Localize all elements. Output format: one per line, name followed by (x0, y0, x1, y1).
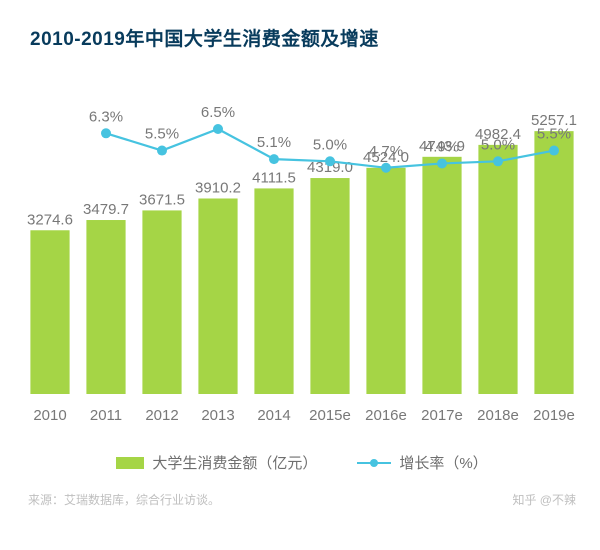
chart-area: 3274.6 2010 3479.7 2011 3671.5 2012 3910.2 2013… (10, 59, 594, 444)
line-value-label: 4.9% (425, 138, 459, 155)
legend: 大学生消费金额（亿元） 增长率（%） (10, 452, 594, 473)
bar (86, 220, 125, 394)
bar (534, 131, 573, 394)
line-value-label: 4.7% (369, 143, 403, 160)
x-axis-label: 2017e (421, 407, 463, 424)
bar-value-label: 3274.6 (27, 211, 73, 228)
line-value-label: 5.0% (313, 136, 347, 153)
x-axis-label: 2012 (145, 407, 178, 424)
x-axis-label: 2015e (309, 407, 351, 424)
bar (254, 188, 293, 394)
x-axis-label: 2014 (257, 407, 290, 424)
x-axis-label: 2019e (533, 407, 575, 424)
bar (366, 168, 405, 394)
line-marker (213, 124, 223, 134)
line-value-label: 5.5% (145, 126, 179, 143)
bar (422, 157, 461, 394)
line-marker (325, 156, 335, 166)
line-value-label: 6.3% (89, 108, 123, 125)
line-marker (437, 158, 447, 168)
line-marker (157, 146, 167, 156)
x-axis-label: 2013 (201, 407, 234, 424)
x-axis-label: 2011 (90, 407, 122, 424)
legend-line-label: 增长率（%） (399, 452, 487, 473)
x-axis-label: 2010 (33, 407, 66, 424)
legend-line-dot (370, 459, 378, 467)
line-value-label: 5.5% (537, 126, 571, 143)
bar (30, 230, 69, 394)
chart-container: 2010-2019年中国大学生消费金额及增速 3274.6 2010 3479.7 2… (0, 0, 600, 550)
legend-item-line: 增长率（%） (357, 452, 487, 473)
footer: 来源：艾瑞数据库，综合行业访谈。 知乎 @不辣 (10, 473, 594, 508)
bar (142, 210, 181, 394)
watermark-text: 知乎 @不辣 (512, 491, 576, 508)
line-marker (101, 128, 111, 138)
bar-value-label: 3479.7 (83, 201, 129, 218)
line-marker (493, 156, 503, 166)
bar-value-label: 3910.2 (195, 179, 241, 196)
legend-swatch-bar (116, 457, 144, 469)
line-marker (269, 154, 279, 164)
chart-svg: 3274.6 2010 3479.7 2011 3671.5 2012 3910.2 2013… (10, 59, 594, 444)
legend-item-bar: 大学生消费金额（亿元） (116, 452, 317, 473)
bar (478, 145, 517, 394)
line-value-label: 5.1% (257, 134, 291, 151)
legend-swatch-line (357, 456, 391, 470)
line-marker (381, 163, 391, 173)
bar (198, 198, 237, 394)
bar (310, 178, 349, 394)
source-text: 来源：艾瑞数据库，综合行业访谈。 (28, 491, 220, 508)
line-value-label: 6.5% (201, 104, 235, 121)
line-value-label: 5.0% (481, 136, 515, 153)
bar-value-label: 3671.5 (139, 191, 185, 208)
chart-title: 2010-2019年中国大学生消费金额及增速 (30, 24, 594, 51)
x-axis-label: 2016e (365, 407, 407, 424)
line-marker (549, 146, 559, 156)
x-axis-label: 2018e (477, 407, 519, 424)
legend-bar-label: 大学生消费金额（亿元） (152, 452, 317, 473)
bar-value-label: 4111.5 (252, 169, 296, 186)
